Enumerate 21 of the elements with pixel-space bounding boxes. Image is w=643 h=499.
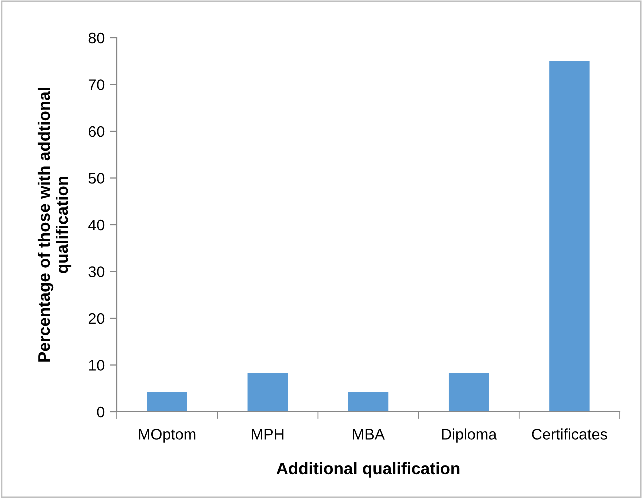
y-tick-label: 20	[88, 313, 105, 324]
y-tick-label: 30	[88, 266, 105, 278]
x-tick-label: Certificates	[532, 428, 608, 440]
x-tick-label: MPH	[252, 429, 284, 440]
bar	[147, 392, 188, 412]
y-tick-label: 60	[88, 126, 105, 138]
x-tick-label: MBA	[353, 429, 386, 440]
bar	[248, 373, 288, 412]
x-axis-title: Additional qualification	[276, 462, 460, 478]
y-tick-label: 80	[88, 32, 105, 44]
x-tick-label: MOptom	[139, 429, 196, 443]
y-tick-label: 10	[89, 360, 105, 371]
y-tick-label: 40	[88, 220, 105, 231]
bar	[550, 61, 590, 412]
y-tick-label: 50	[88, 173, 105, 184]
y-tick-label: 70	[88, 80, 105, 90]
y-tick-label: 0	[97, 406, 105, 418]
bar	[448, 373, 490, 412]
x-tick-label: Diploma	[442, 428, 498, 443]
bar	[348, 392, 389, 412]
y-axis-title: Percentage of those with addtional qualification	[38, 88, 72, 362]
